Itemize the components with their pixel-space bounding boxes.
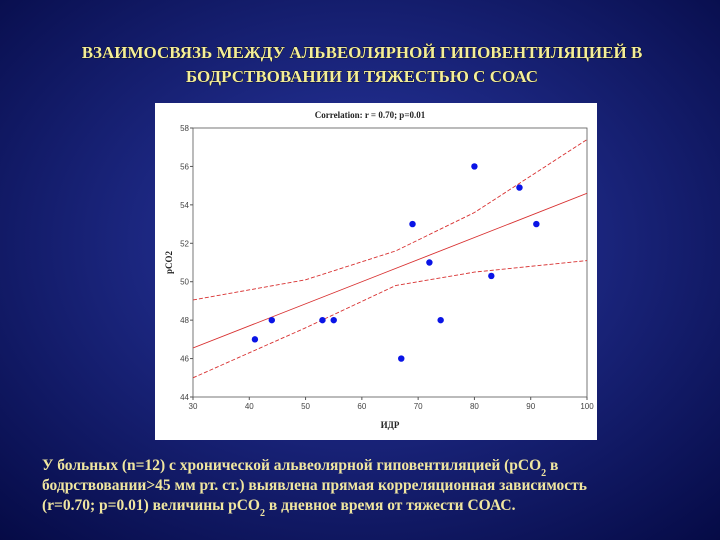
y-tick-label: 46 [180, 355, 189, 364]
text-run: (r=0.70; p=0.01) величины pCO [42, 497, 260, 514]
body-line: (r=0.70; p=0.01) величины pCO2 в дневное… [42, 497, 516, 519]
y-tick-label: 56 [180, 162, 189, 171]
x-tick-label: 90 [526, 402, 535, 411]
body-line: У больных (n=12) с хронической альвеоляр… [42, 457, 558, 479]
text-run: бодрствовании>45 мм рт. ст.) выявлена пр… [42, 477, 587, 494]
y-tick-label: 50 [180, 278, 189, 287]
point [268, 316, 275, 324]
point [488, 272, 495, 280]
plot-area [192, 127, 588, 398]
x-tick-label: 30 [189, 402, 198, 411]
x-tick-label: 80 [470, 402, 479, 411]
point [330, 316, 337, 324]
y-tick-label: 44 [180, 393, 189, 402]
x-tick-label: 40 [245, 402, 254, 411]
chart: Correlation: r = 0.70; p=0.01 30 40 50 60 70 8… [164, 110, 594, 430]
body-text: У больных (n=12) с хронической альвеоляр… [42, 457, 587, 519]
point [471, 163, 478, 170]
y-tick-label: 52 [180, 239, 189, 248]
point [533, 220, 540, 228]
subscript: 2 [541, 468, 546, 479]
chart-panel [155, 103, 597, 440]
confidence-lower [193, 260, 587, 379]
x-tick-label: 60 [357, 402, 366, 411]
point [398, 355, 405, 362]
y-tick-label: 54 [180, 201, 189, 210]
fit-line [193, 192, 587, 349]
text-run: в дневное время от тяжести СОАС. [265, 497, 516, 514]
body-line: бодрствовании>45 мм рт. ст.) выявлена пр… [42, 477, 587, 494]
x-tick-label: 70 [414, 402, 423, 411]
x-tick-label: 100 [580, 402, 594, 411]
x-tick-label: 50 [301, 402, 310, 411]
x-axis-label: ИДР [381, 420, 400, 430]
text-run: в [546, 457, 558, 474]
point [319, 316, 326, 324]
chart-title: Correlation: r = 0.70; p=0.01 [315, 110, 426, 120]
subscript: 2 [260, 508, 265, 519]
point [251, 336, 259, 343]
point [516, 184, 523, 191]
point [426, 259, 433, 266]
y-axis-label: pCO2 [164, 251, 174, 275]
slide-title: ВЗАИМОСВЯЗЬ МЕЖДУ АЛЬВЕОЛЯРНОЙ ГИПОВЕНТИ… [82, 43, 643, 62]
text-run: У больных (n=12) с хронической альвеоляр… [42, 457, 541, 474]
point [437, 316, 444, 324]
y-tick-label: 48 [180, 316, 189, 325]
slide-title: БОДРСТВОВАНИИ И ТЯЖЕСТЬЮ С СОАС [186, 67, 538, 86]
y-tick-label: 58 [180, 124, 189, 133]
point [409, 220, 416, 228]
